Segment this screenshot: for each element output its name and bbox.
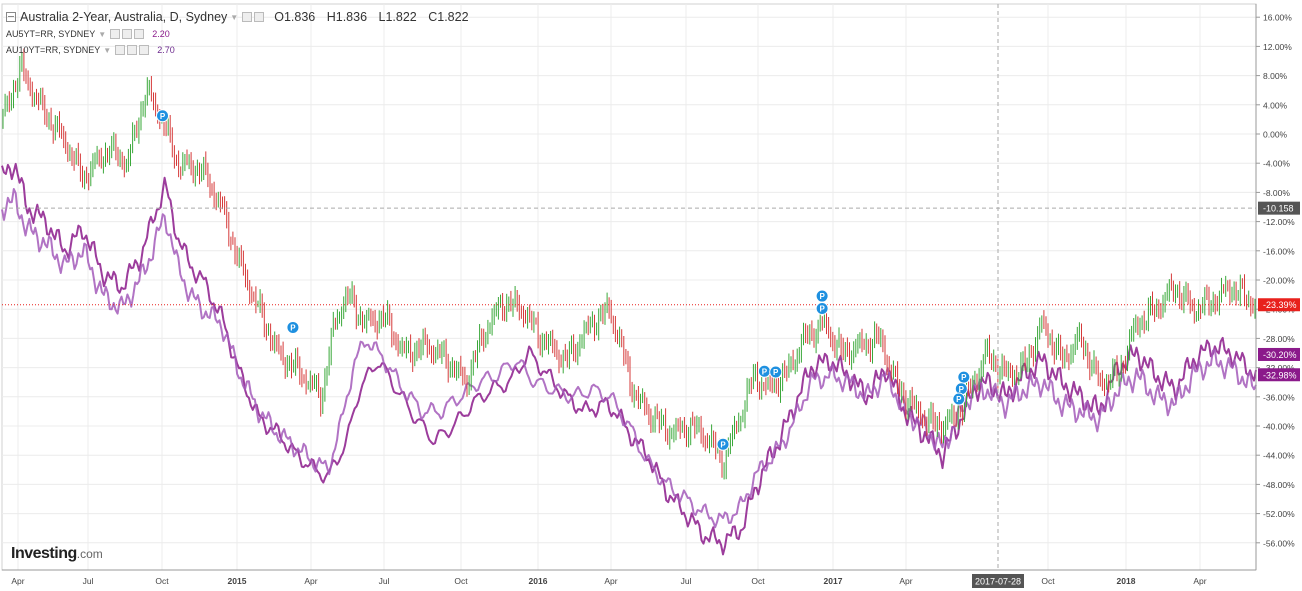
ohlc-values: O1.836 H1.836 L1.822 C1.822	[274, 10, 476, 24]
x-tick-label: Apr	[304, 576, 317, 586]
y-tick-label: 12.00%	[1263, 42, 1292, 52]
price-tag-label: -30.20%	[1263, 350, 1297, 360]
y-tick-label: -40.00%	[1263, 422, 1295, 432]
y-tick-label: -16.00%	[1263, 246, 1295, 256]
event-marker-icon[interactable]	[156, 109, 170, 123]
chart-series	[1, 48, 1257, 556]
x-tick-label: Apr	[899, 576, 912, 586]
settings-icon[interactable]	[242, 12, 253, 22]
collapse-icon[interactable]	[6, 12, 16, 22]
chart-legend: Australia 2-Year, Australia, D, Sydney ▼…	[6, 8, 477, 58]
visibility-icon[interactable]	[122, 29, 133, 39]
event-marker-label: P	[956, 395, 962, 404]
main-series-legend[interactable]: Australia 2-Year, Australia, D, Sydney ▼…	[6, 8, 477, 26]
chart-axes: 16.00% 12.00% 8.00% 4.00% 0.00% -4.00% -8.00% -…	[2, 4, 1295, 586]
high-value: H1.836	[326, 10, 368, 24]
x-tick-label: Oct	[454, 576, 468, 586]
y-tick-label: 4.00%	[1263, 100, 1288, 110]
x-tick-label: Jul	[83, 576, 94, 586]
event-marker-label: P	[773, 368, 779, 377]
y-tick-label: -48.00%	[1263, 480, 1295, 490]
x-tick-label: 2017	[824, 576, 843, 586]
price-tag-label: -32.98%	[1263, 370, 1297, 380]
event-marker-label: P	[959, 385, 965, 394]
logo-domain: .com	[76, 547, 103, 561]
overlay-legend-au10y[interactable]: AU10YT=RR, SYDNEY ▼ 2.70	[6, 42, 477, 58]
x-tick-label: Apr	[604, 576, 617, 586]
price-tag-label: -23.39%	[1263, 300, 1297, 310]
series-line-au5yt-rr	[1, 162, 1257, 556]
event-marker-icon[interactable]	[815, 301, 829, 315]
event-marker-label: P	[762, 367, 768, 376]
visibility-icon[interactable]	[254, 12, 265, 22]
event-marker-icon[interactable]	[952, 392, 966, 406]
price-tag	[1258, 347, 1300, 361]
y-tick-label: 8.00%	[1263, 71, 1288, 81]
price-tag	[1258, 298, 1300, 312]
overlay-label: AU10YT=RR, SYDNEY	[6, 45, 101, 55]
y-tick-label: -12.00%	[1263, 217, 1295, 227]
y-tick-label: -36.00%	[1263, 392, 1295, 402]
visibility-icon[interactable]	[127, 45, 138, 55]
price-tag-label: -10.158	[1263, 204, 1294, 214]
y-tick-label: 0.00%	[1263, 130, 1288, 140]
event-marker-label: P	[961, 373, 967, 382]
close-icon[interactable]	[139, 45, 150, 55]
x-tick-label: Jul	[681, 576, 692, 586]
event-marker-label: P	[720, 440, 726, 449]
event-marker-icon[interactable]	[716, 437, 730, 451]
crosshair-date-tag	[972, 574, 1024, 588]
x-tick-label: 2018	[1117, 576, 1136, 586]
main-series-title: Australia 2-Year, Australia, D, Sydney	[20, 10, 228, 24]
event-marker-label: P	[819, 292, 825, 301]
y-tick-label: -20.00%	[1263, 276, 1295, 286]
y-tick-label: -4.00%	[1263, 159, 1290, 169]
price-tag	[1258, 201, 1300, 215]
settings-icon[interactable]	[110, 29, 121, 39]
overlay-legend-au5y[interactable]: AU5YT=RR, SYDNEY ▼ 2.20	[6, 26, 477, 42]
price-tag	[1258, 368, 1300, 382]
crosshair-date-label: 2017-07-28	[975, 577, 1021, 587]
y-tick-label: 16.00%	[1263, 13, 1292, 23]
y-tick-label: -28.00%	[1263, 334, 1295, 344]
event-marker-icon[interactable]	[286, 320, 300, 334]
chart-grid	[1, 3, 1257, 571]
plot-frame	[1, 3, 1257, 571]
event-marker-label: P	[160, 112, 166, 121]
x-tick-label: Oct	[155, 576, 169, 586]
logo-brand: Investing	[11, 545, 77, 562]
y-tick-label: -32.00%	[1263, 363, 1295, 373]
x-tick-label: Apr	[1193, 576, 1206, 586]
series-line-au10yt-rr	[1, 188, 1257, 529]
overlay-label: AU5YT=RR, SYDNEY	[6, 29, 96, 39]
close-icon[interactable]	[134, 29, 145, 39]
x-tick-label: Oct	[1041, 576, 1055, 586]
price-tags: 2017-07-28 -10.158 -23.39% -30.20% -32.98%	[972, 201, 1300, 588]
low-value: L1.822	[378, 10, 417, 24]
event-marker-label: P	[819, 304, 825, 313]
close-value: C1.822	[428, 10, 469, 24]
y-tick-label: -52.00%	[1263, 509, 1295, 519]
open-value: O1.836	[274, 10, 316, 24]
x-tick-label: Apr	[11, 576, 24, 586]
y-tick-label: -8.00%	[1263, 188, 1290, 198]
x-tick-label: Oct	[751, 576, 765, 586]
overlay-value: 2.20	[152, 29, 170, 39]
y-tick-label: -44.00%	[1263, 451, 1295, 461]
settings-icon[interactable]	[115, 45, 126, 55]
x-tick-label: Jul	[379, 576, 390, 586]
x-tick-label: 2015	[228, 576, 247, 586]
overlay-value: 2.70	[157, 45, 175, 55]
investing-logo: Investing.com	[11, 545, 103, 563]
caret-down-icon[interactable]: ▼	[98, 29, 107, 39]
event-marker-icon[interactable]	[769, 365, 783, 379]
caret-down-icon[interactable]: ▼	[103, 45, 112, 55]
y-tick-label: -56.00%	[1263, 538, 1295, 548]
caret-down-icon[interactable]: ▼	[230, 12, 239, 22]
x-tick-label: 2016	[529, 576, 548, 586]
event-marker-label: P	[290, 323, 296, 332]
